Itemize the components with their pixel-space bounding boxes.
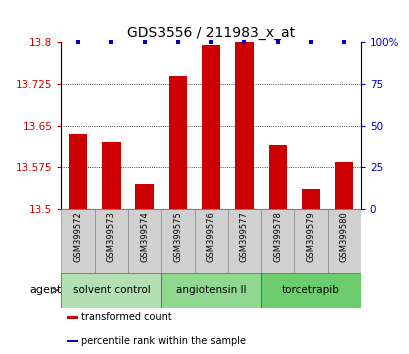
- Point: [141, 40, 148, 45]
- Bar: [227, 209, 261, 273]
- Text: GSM399573: GSM399573: [107, 211, 116, 262]
- Bar: [161, 273, 261, 308]
- Bar: [294, 209, 327, 273]
- Text: GSM399577: GSM399577: [239, 211, 248, 262]
- Text: GSM399575: GSM399575: [173, 211, 182, 262]
- Point: [207, 40, 214, 45]
- Bar: [301, 189, 319, 209]
- Text: percentile rank within the sample: percentile rank within the sample: [81, 336, 245, 346]
- Bar: [268, 145, 286, 209]
- Point: [75, 40, 81, 45]
- Bar: [161, 209, 194, 273]
- Bar: [102, 142, 120, 209]
- Bar: [67, 340, 78, 343]
- Bar: [334, 162, 353, 209]
- Text: agent: agent: [29, 285, 61, 295]
- Bar: [67, 316, 78, 319]
- Bar: [128, 209, 161, 273]
- Point: [108, 40, 115, 45]
- Bar: [169, 76, 187, 209]
- Text: GSM399580: GSM399580: [339, 211, 348, 262]
- Point: [240, 40, 247, 45]
- Text: transformed count: transformed count: [81, 312, 171, 322]
- Bar: [61, 273, 161, 308]
- Point: [340, 40, 346, 45]
- Bar: [261, 209, 294, 273]
- Text: GSM399579: GSM399579: [306, 211, 315, 262]
- Bar: [61, 209, 94, 273]
- Bar: [235, 42, 253, 209]
- Title: GDS3556 / 211983_x_at: GDS3556 / 211983_x_at: [127, 26, 294, 40]
- Text: solvent control: solvent control: [72, 285, 150, 295]
- Point: [307, 40, 313, 45]
- Point: [274, 40, 280, 45]
- Bar: [327, 209, 360, 273]
- Text: GSM399574: GSM399574: [140, 211, 149, 262]
- Text: torcetrapib: torcetrapib: [281, 285, 339, 295]
- Text: GSM399576: GSM399576: [206, 211, 215, 262]
- Bar: [194, 209, 227, 273]
- Text: angiotensin II: angiotensin II: [175, 285, 246, 295]
- Point: [174, 40, 181, 45]
- Text: GSM399572: GSM399572: [74, 211, 83, 262]
- Text: GSM399578: GSM399578: [272, 211, 281, 262]
- Bar: [202, 45, 220, 209]
- Bar: [135, 184, 153, 209]
- Bar: [261, 273, 360, 308]
- Bar: [94, 209, 128, 273]
- Bar: [69, 134, 87, 209]
